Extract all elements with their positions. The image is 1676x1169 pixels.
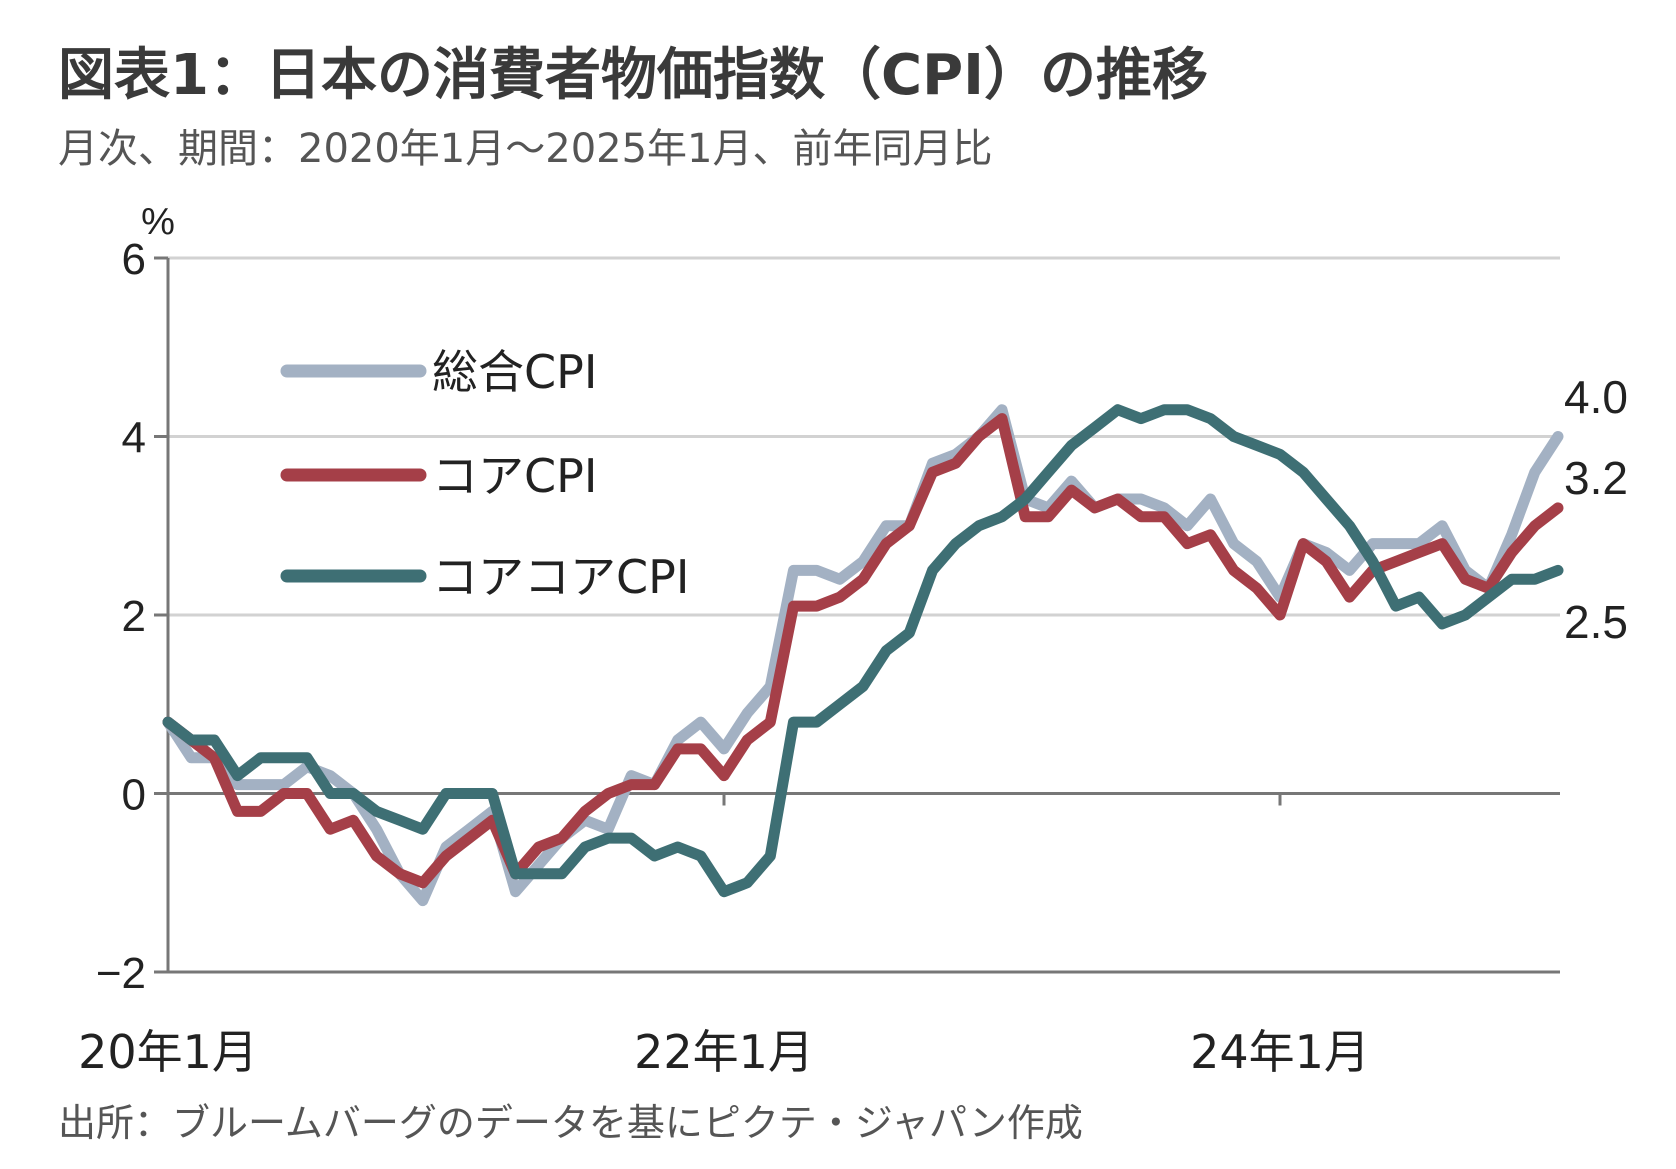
- end-value-label: 2.5: [1564, 596, 1628, 648]
- y-tick-label: −2: [96, 949, 146, 998]
- chart-subtitle: 月次、期間：2020年1月～2025年1月、前年同月比: [58, 126, 993, 172]
- legend-label: コアCPI: [432, 449, 597, 503]
- series-line-3: [162, 404, 1564, 898]
- series-lines: [162, 404, 1564, 907]
- gridlines: [168, 256, 1560, 617]
- x-tick-label: 24年1月: [1190, 1025, 1370, 1079]
- legend-label: コアコアCPI: [432, 550, 689, 604]
- y-tick-label: 2: [122, 592, 146, 641]
- axes: −2 0 2 4 6% 20年1月 22年1月 24年1月: [78, 201, 1560, 1079]
- source-note: 出所：ブルームバーグのデータを基にピクテ・ジャパン作成: [58, 1101, 1083, 1145]
- y-unit-label: %: [141, 201, 175, 243]
- x-tick-label: 20年1月: [78, 1025, 258, 1079]
- legend: 総合CPI コアCPI コアコアCPI: [280, 345, 689, 604]
- y-tick-label: 6: [122, 235, 146, 284]
- y-tick-label: 0: [122, 771, 146, 820]
- end-labels: 4.0 3.2 2.5: [1564, 371, 1628, 648]
- series-line-2: [162, 413, 1564, 889]
- legend-label: 総合CPI: [432, 345, 597, 399]
- end-value-label: 3.2: [1564, 452, 1628, 504]
- y-tick-label: 4: [122, 414, 146, 463]
- x-tick-label: 22年1月: [634, 1025, 814, 1079]
- series-line-1: [162, 404, 1564, 907]
- chart-title: 図表1：日本の消費者物価指数（CPI）の推移: [58, 43, 1208, 108]
- end-value-label: 4.0: [1564, 371, 1628, 423]
